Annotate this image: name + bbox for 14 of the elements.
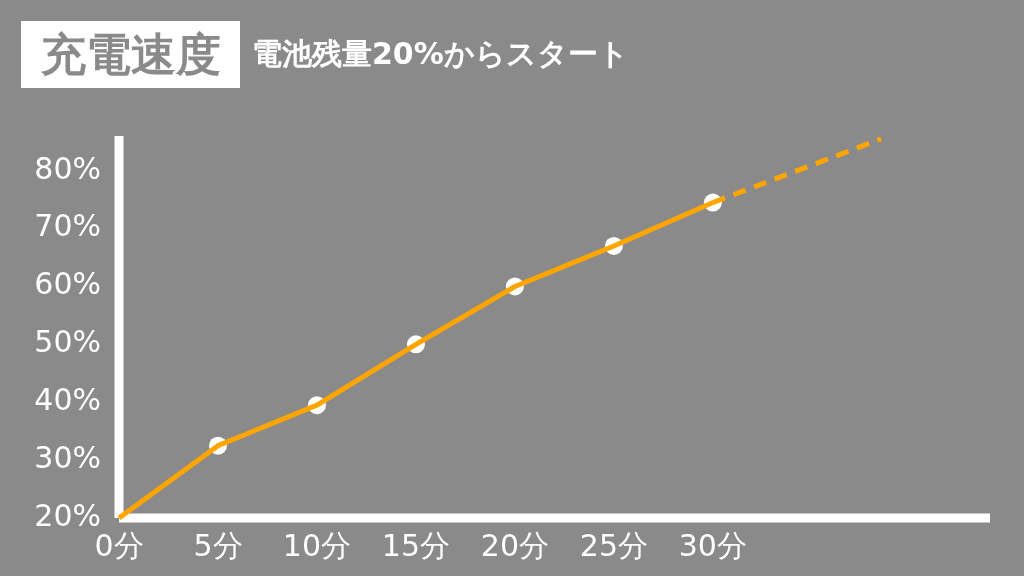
- x-tick-label: 25分: [579, 527, 648, 563]
- x-tick-label: 20分: [480, 527, 549, 563]
- chart-title: 充電速度: [21, 21, 240, 88]
- y-tick-label: 30%: [34, 439, 101, 475]
- x-tick-label: 30分: [678, 527, 747, 563]
- chart-subtitle: 電池残量20%からスタート: [252, 36, 629, 71]
- x-tick-label: 15分: [381, 527, 451, 563]
- y-tick-label: 60%: [34, 266, 101, 302]
- y-tick-label: 40%: [34, 382, 101, 418]
- y-tick-label: 80%: [34, 150, 101, 186]
- y-tick-label: 70%: [34, 208, 101, 244]
- x-tick-label: 5分: [193, 527, 243, 563]
- x-tick-label: 10分: [282, 527, 352, 563]
- y-tick-label: 50%: [34, 324, 101, 360]
